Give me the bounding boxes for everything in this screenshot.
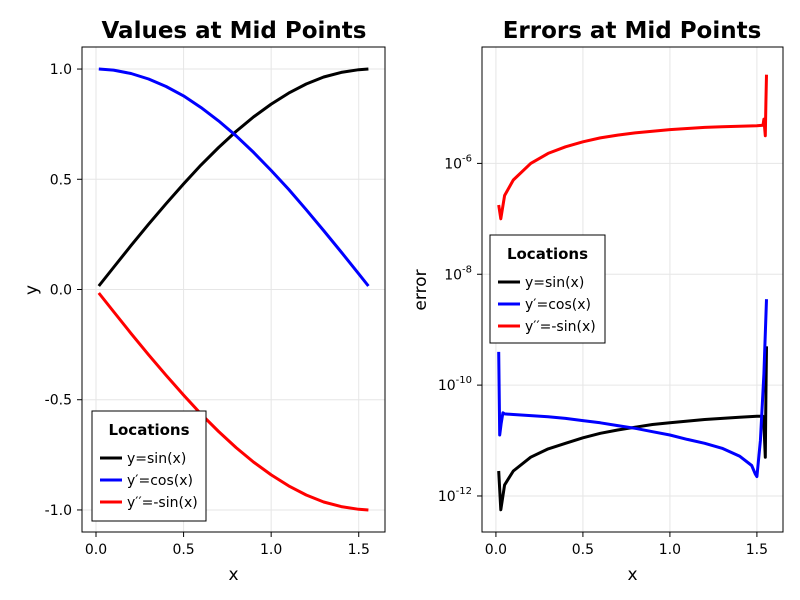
series-line-y-sin-x	[97, 292, 369, 512]
legend: Locations y=sin(x) y′=cos(x) y′′=-sin(x)	[91, 410, 207, 522]
x-axis-label: x	[228, 565, 238, 585]
y-tick-label: -1.0	[45, 503, 72, 519]
chart-title: Values at Mid Points	[102, 18, 367, 44]
legend-entry-y-cos-x: y′=cos(x)	[127, 473, 193, 489]
legend-entry-y-sin-x: y′′=-sin(x)	[127, 495, 198, 511]
x-tick-label: 1.0	[659, 542, 681, 558]
chart-title: Errors at Mid Points	[503, 18, 762, 44]
right-chart-errors: 0.0 0.5 1.0 1.5 10-12 10-10 10-8 10-6 Errors at …	[411, 18, 784, 585]
legend-entry-y-sin-x: y=sin(x)	[525, 275, 584, 291]
y-tick-label: 10-8	[444, 264, 472, 283]
y-axis-label: error	[411, 269, 431, 310]
series-line-y-cos-x	[98, 67, 370, 287]
y-axis-label: y	[22, 285, 42, 295]
legend-entry-y-sin-x: y′′=-sin(x)	[525, 319, 596, 335]
series-line-y-sin-x	[497, 346, 768, 512]
x-tick-label: 0.0	[85, 542, 107, 558]
legend-title: Locations	[507, 245, 588, 263]
series-line-y-sin-x	[97, 67, 369, 287]
plot-frame	[481, 46, 784, 533]
y-tick-label: 10-10	[438, 375, 472, 394]
y-tick-label: 10-12	[438, 486, 472, 505]
y-tick-label: 0.0	[50, 283, 72, 299]
series-line-y-sin-x	[497, 74, 768, 221]
left-chart-values: 0.0 0.5 1.0 1.5 -1.0 -0.5 0.0 0.5 1.0 Values at M…	[22, 18, 386, 585]
x-tick-label: 1.0	[260, 542, 282, 558]
x-tick-label: 1.5	[348, 542, 370, 558]
x-tick-label: 1.5	[746, 542, 768, 558]
y-tick-label: 1.0	[50, 62, 72, 78]
legend-entry-y-cos-x: y′=cos(x)	[525, 297, 591, 313]
y-tick-label: -0.5	[45, 393, 72, 409]
legend-entry-y-sin-x: y=sin(x)	[127, 451, 186, 467]
x-tick-label: 0.5	[172, 542, 194, 558]
legend-title: Locations	[108, 421, 189, 439]
y-tick-label: 10-6	[444, 153, 472, 172]
legend: Locations y=sin(x) y′=cos(x) y′′=-sin(x)	[489, 234, 606, 344]
x-tick-label: 0.0	[485, 542, 507, 558]
series-line-y-cos-x	[497, 299, 768, 479]
x-tick-label: 0.5	[572, 542, 594, 558]
y-tick-label: 0.5	[50, 172, 72, 188]
x-axis-label: x	[627, 565, 637, 585]
